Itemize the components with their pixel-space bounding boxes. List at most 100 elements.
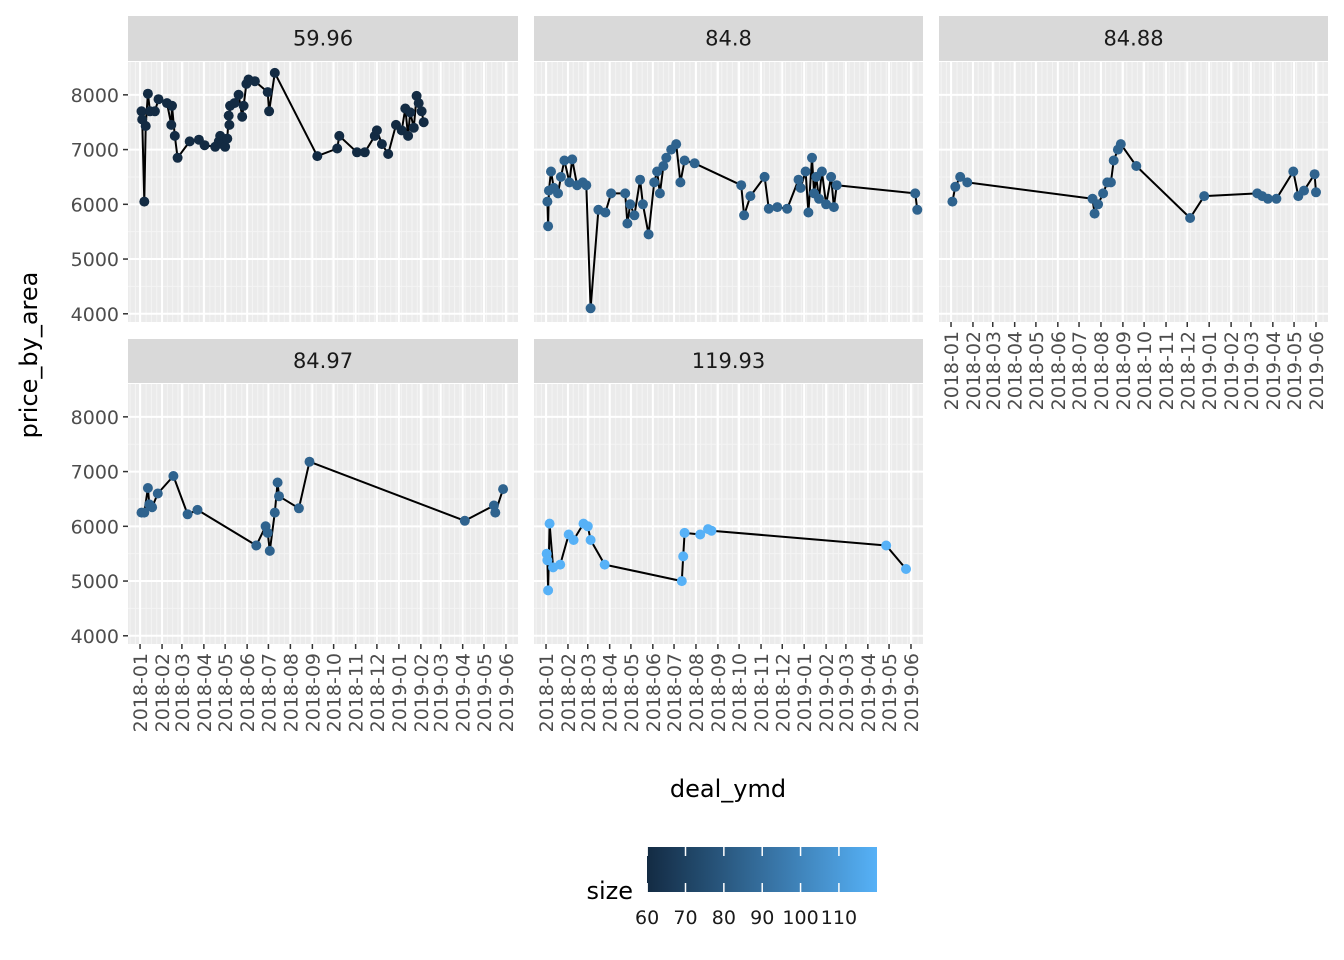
data-point (1093, 199, 1104, 210)
data-point (269, 507, 280, 518)
panel-background (534, 62, 923, 322)
data-point (947, 196, 958, 207)
data-point (233, 89, 244, 100)
facet-strip-label: 84.97 (293, 349, 353, 373)
data-point (635, 174, 646, 185)
data-point (581, 180, 592, 191)
facet-strip (534, 16, 923, 61)
data-point (229, 98, 240, 109)
x-tick-label: 2019-05 (879, 653, 901, 732)
data-point (675, 177, 686, 188)
data-point (962, 177, 973, 188)
data-point (661, 152, 672, 163)
data-point (416, 106, 427, 117)
legend-break-label: 110 (821, 907, 857, 929)
x-tick-label: 2019-03 (836, 653, 858, 732)
data-point (793, 174, 804, 185)
data-point (142, 88, 153, 99)
data-point (153, 94, 164, 105)
facet-strip (534, 339, 923, 383)
data-point (643, 229, 654, 240)
y-tick-label: 7000 (71, 462, 119, 484)
data-point (168, 471, 179, 481)
y-tick-label: 8000 (71, 85, 119, 107)
data-point (498, 484, 509, 495)
data-point (264, 545, 275, 556)
data-point (274, 491, 284, 502)
x-tick-label: 2018-12 (772, 653, 794, 732)
data-point (678, 551, 689, 562)
data-point (772, 202, 783, 213)
color-legend: size 60 70 80 90 100 110 (586, 847, 877, 929)
data-point (1299, 185, 1309, 196)
x-tick-label: 2018-09 (302, 653, 324, 732)
data-point (224, 119, 235, 130)
data-point (403, 130, 414, 141)
data-point (152, 488, 163, 499)
x-tick-label: 2018-03 (578, 653, 600, 732)
legend-break-label: 80 (712, 907, 736, 929)
data-point (199, 140, 210, 151)
data-point (312, 151, 323, 162)
x-tick-label: 2018-01 (130, 653, 152, 732)
data-point (828, 202, 839, 213)
data-point (679, 155, 690, 166)
data-point (371, 125, 382, 136)
data-point (759, 171, 770, 182)
x-tick-label: 2019-01 (794, 653, 816, 732)
x-tick-label: 2019-05 (474, 653, 496, 732)
data-point (192, 504, 203, 515)
x-tick-label: 2019-01 (1199, 331, 1221, 410)
data-point (795, 182, 806, 193)
data-point (546, 166, 556, 177)
x-tick-label: 2019-02 (1221, 331, 1243, 410)
facet-strip (128, 339, 518, 383)
x-tick-label: 2018-03 (983, 331, 1005, 410)
data-point (568, 535, 579, 545)
y-axis-title: price_by_area (15, 272, 43, 439)
x-tick-label: 2018-10 (729, 653, 751, 732)
data-point (745, 191, 756, 202)
x-tick-label: 2019-03 (1241, 331, 1263, 410)
data-point (149, 106, 160, 117)
facet-strip-label: 84.88 (1103, 27, 1163, 51)
data-point (172, 152, 183, 163)
x-tick-label: 2018-09 (1113, 331, 1135, 410)
x-tick-label: 2019-06 (1306, 331, 1328, 410)
data-point (1185, 213, 1196, 223)
data-point (585, 535, 596, 545)
x-tick-label: 2018-11 (346, 653, 368, 732)
data-point (220, 141, 231, 152)
data-point (383, 149, 394, 159)
data-point (555, 559, 566, 570)
x-tick-label: 2018-09 (708, 653, 730, 732)
data-point (167, 100, 177, 111)
data-point (831, 180, 842, 191)
x-tick-label: 2018-06 (237, 653, 259, 732)
y-tick-label: 7000 (71, 140, 119, 162)
data-point (334, 130, 345, 141)
y-tick-label: 8000 (71, 407, 119, 429)
data-point (620, 188, 631, 199)
panel-background (534, 384, 923, 644)
data-point (826, 171, 837, 182)
data-point (140, 121, 151, 131)
data-point (1131, 161, 1142, 171)
data-point (901, 564, 911, 574)
data-point (695, 529, 706, 540)
data-point (490, 507, 501, 518)
x-tick-label: 2018-02 (152, 653, 174, 732)
data-point (223, 110, 234, 121)
data-point (821, 199, 832, 210)
facet-panel: 84.8 (534, 16, 923, 322)
facet-panels: 59.96 4000 5000 6000 7000 8000 84.8 84.88 2018-0… (71, 16, 1328, 732)
data-point (413, 98, 424, 109)
x-tick-label: 2018-01 (941, 331, 963, 410)
x-tick-label: 2018-02 (963, 331, 985, 410)
data-point (559, 155, 570, 166)
panel-background (128, 62, 518, 322)
data-point (955, 171, 966, 182)
data-point (606, 188, 617, 199)
data-point (625, 199, 636, 210)
